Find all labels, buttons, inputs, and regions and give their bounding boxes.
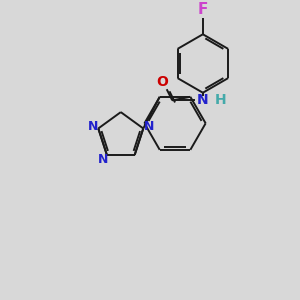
Text: N: N [88,120,98,133]
Text: N: N [98,153,109,166]
Text: N: N [197,93,209,107]
Text: F: F [198,2,208,17]
Text: O: O [157,75,169,89]
Text: N: N [144,120,154,133]
Text: H: H [215,93,227,107]
